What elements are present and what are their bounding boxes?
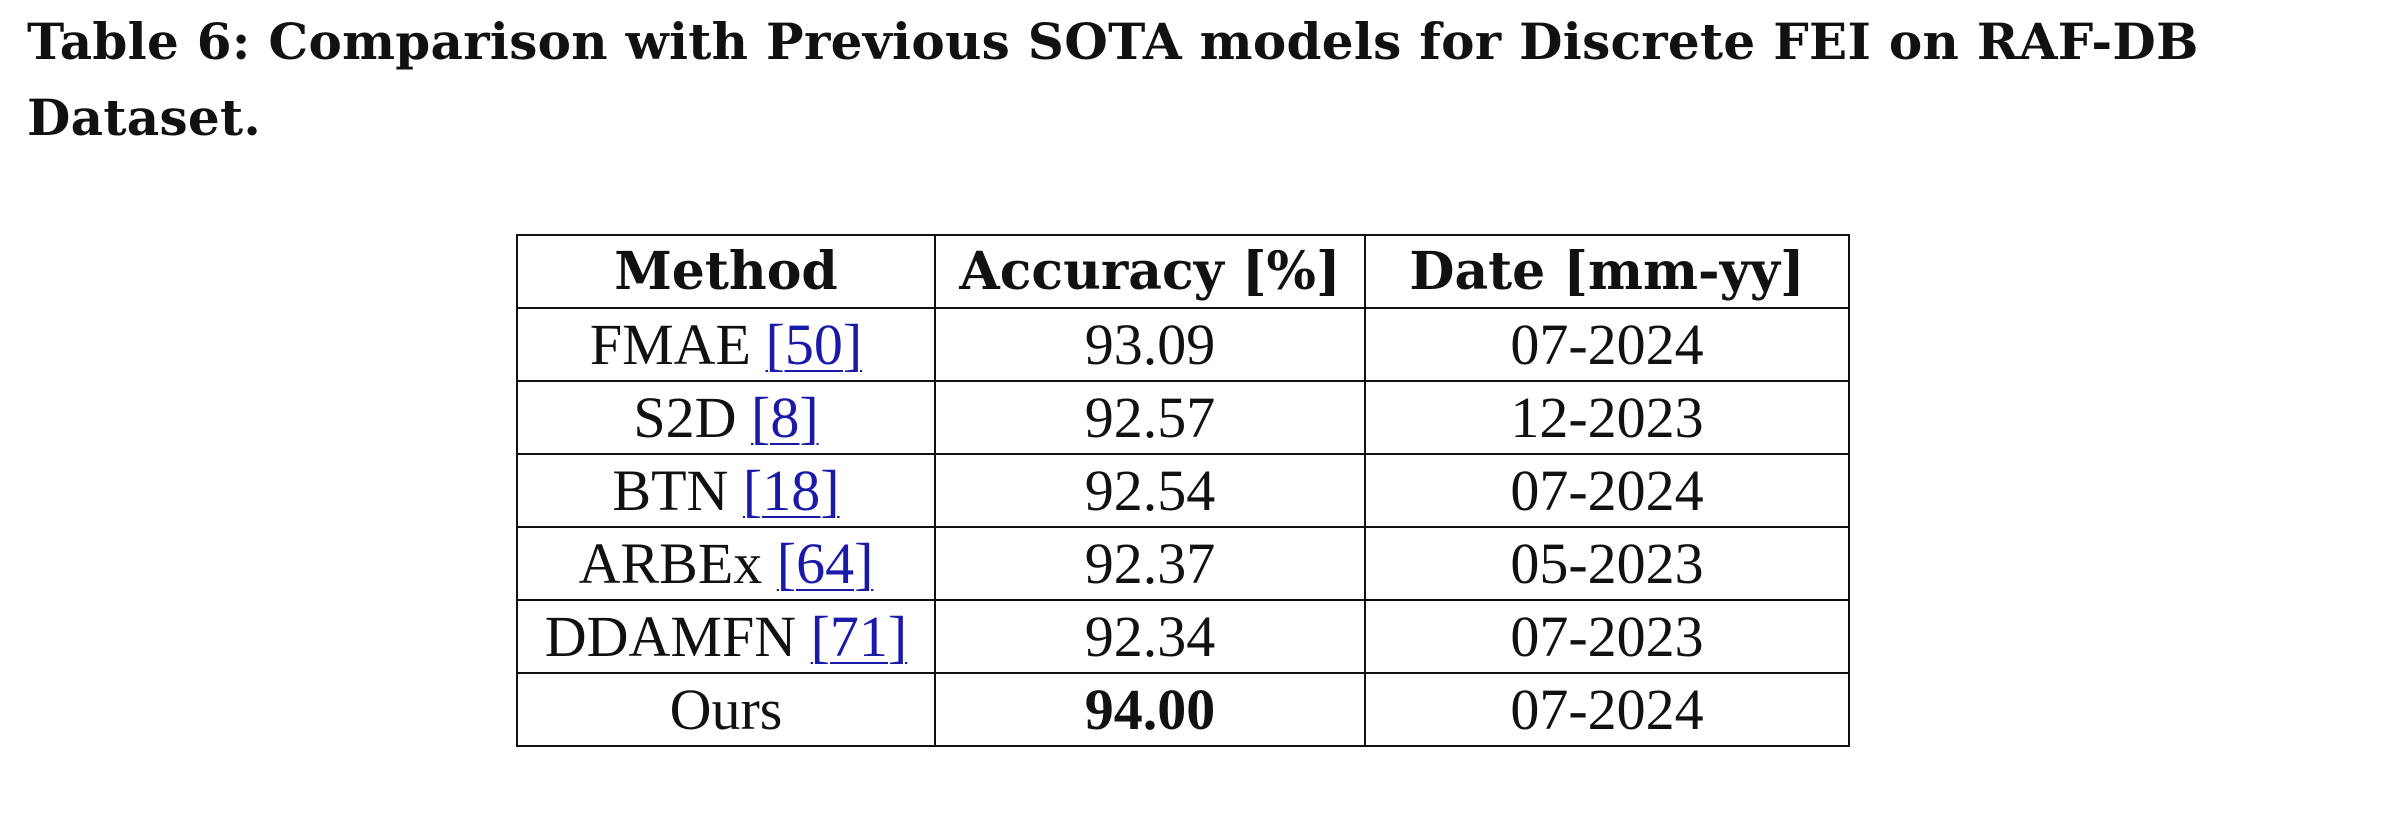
date-cell: 12-2023 (1364, 380, 1850, 455)
comparison-table: Method Accuracy [%] Date [mm-yy] FMAE [5… (516, 234, 1850, 747)
method-name: ARBEx (578, 531, 763, 596)
method-name: BTN (612, 458, 729, 523)
accuracy-cell: 92.34 (934, 599, 1366, 674)
method-cell: Ours (516, 672, 936, 747)
table-row: BTN [18] 92.54 07-2024 (516, 453, 1850, 528)
citation-link[interactable]: [64] (776, 531, 874, 596)
table-row-ours: Ours 94.00 07-2024 (516, 672, 1850, 747)
method-name: Ours (669, 677, 783, 742)
column-header-date: Date [mm-yy] (1364, 234, 1850, 309)
citation-link[interactable]: [8] (751, 385, 819, 450)
column-header-method: Method (516, 234, 936, 309)
citation-link[interactable]: [18] (742, 458, 840, 523)
date-cell: 07-2024 (1364, 453, 1850, 528)
table-header-row: Method Accuracy [%] Date [mm-yy] (516, 234, 1850, 309)
date-cell: 07-2024 (1364, 307, 1850, 382)
method-cell: ARBEx [64] (516, 526, 936, 601)
table-row: DDAMFN [71] 92.34 07-2023 (516, 599, 1850, 674)
date-cell: 07-2023 (1364, 599, 1850, 674)
date-cell: 05-2023 (1364, 526, 1850, 601)
column-header-accuracy: Accuracy [%] (934, 234, 1366, 309)
accuracy-cell: 92.37 (934, 526, 1366, 601)
method-cell: S2D [8] (516, 380, 936, 455)
method-name: S2D (633, 385, 737, 450)
table-row: ARBEx [64] 92.37 05-2023 (516, 526, 1850, 601)
accuracy-cell: 92.54 (934, 453, 1366, 528)
date-cell: 07-2024 (1364, 672, 1850, 747)
citation-link[interactable]: [71] (810, 604, 908, 669)
method-name: DDAMFN (544, 604, 797, 669)
table-row: FMAE [50] 93.09 07-2024 (516, 307, 1850, 382)
table-caption: Table 6: Comparison with Previous SOTA m… (27, 12, 2199, 147)
method-cell: DDAMFN [71] (516, 599, 936, 674)
accuracy-cell: 93.09 (934, 307, 1366, 382)
accuracy-cell-best: 94.00 (934, 672, 1366, 747)
method-name: FMAE (589, 312, 751, 377)
table-row: S2D [8] 92.57 12-2023 (516, 380, 1850, 455)
accuracy-cell: 92.57 (934, 380, 1366, 455)
method-cell: FMAE [50] (516, 307, 936, 382)
method-cell: BTN [18] (516, 453, 936, 528)
citation-link[interactable]: [50] (765, 312, 863, 377)
